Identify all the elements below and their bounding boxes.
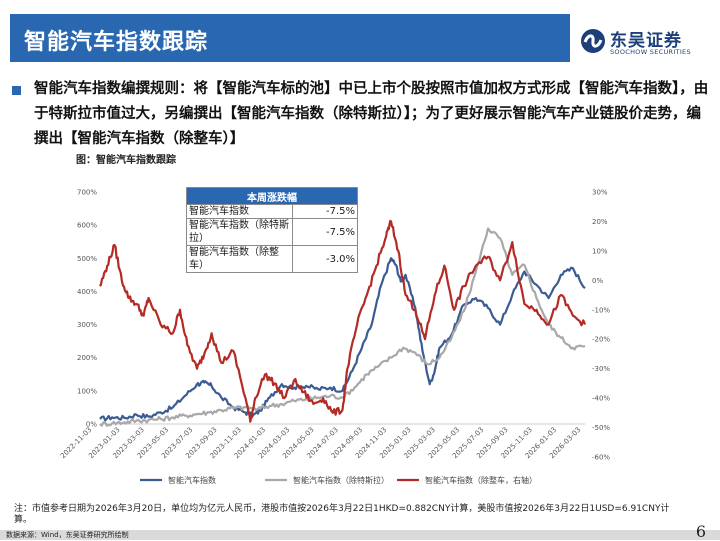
- right-axis-tick-label: 10%: [592, 247, 608, 255]
- left-axis-tick-label: 300%: [77, 321, 97, 329]
- right-axis-tick-label: -40%: [592, 395, 610, 403]
- index-name: 智能汽车指数: [186, 204, 293, 219]
- x-axis-ticks: 2022-11-032023-01-032023-03-032023-05-03…: [59, 426, 582, 460]
- right-axis-tick-label: 30%: [592, 189, 608, 197]
- table-row: 智能汽车指数 -7.5%: [186, 204, 358, 219]
- right-axis-tick-label: -20%: [592, 336, 610, 344]
- left-axis-tick-label: 500%: [77, 255, 97, 263]
- left-axis-tick-label: 700%: [77, 189, 97, 197]
- left-axis-tick-label: 100%: [77, 387, 97, 395]
- logo-subtext: SOOCHOW SECURITIES: [610, 48, 691, 56]
- index-change: -7.5%: [292, 204, 358, 219]
- table-row: 智能汽车指数（除特斯拉） -7.5%: [186, 218, 358, 246]
- series-layer: [99, 219, 587, 427]
- left-axis-tick-label: 200%: [77, 354, 97, 362]
- table-row: 智能汽车指数（除整车） -3.0%: [186, 245, 358, 273]
- left-axis-tick-label: 600%: [77, 222, 97, 230]
- soochow-logo-icon: [581, 29, 605, 53]
- left-axis-ticks: 0% 100% 200% 300% 400% 500% 600% 700%: [77, 189, 97, 429]
- index-change: -3.0%: [292, 245, 358, 273]
- bullet-square-icon: [12, 86, 21, 95]
- weekly-change-table: 本周涨跌幅 智能汽车指数 -7.5% 智能汽车指数（除特斯拉） -7.5% 智能…: [186, 187, 358, 273]
- index-change: -7.5%: [292, 218, 358, 246]
- right-axis-ticks: -60% -50% -40% -30% -20% -10% 0% 10% 20% 30%: [592, 189, 610, 462]
- source-bar: 数据来源：Wind，东吴证券研究所绘制: [0, 530, 720, 540]
- right-axis-tick-label: 0%: [592, 277, 603, 285]
- footnote: 注：市值参考日期为2026年3月20日，单位均为亿元人民币，港股市值按2026年…: [14, 504, 670, 525]
- legend-label: 智能汽车指数: [168, 475, 216, 485]
- right-axis-tick-label: 20%: [592, 218, 608, 226]
- right-axis-tick-label: -30%: [592, 365, 610, 373]
- index-name: 智能汽车指数（除特斯拉）: [186, 218, 293, 246]
- left-axis-tick-label: 0%: [86, 421, 97, 429]
- weekly-change-header: 本周涨跌幅: [186, 187, 358, 205]
- right-axis-tick-label: -10%: [592, 306, 610, 314]
- figure-caption: 图：智能汽车指数跟踪: [76, 155, 176, 166]
- series-line: [99, 257, 586, 422]
- series-line: [99, 219, 587, 423]
- legend: 智能汽车指数 智能汽车指数（除特斯拉） 智能汽车指数（除整车，右轴）: [140, 475, 537, 485]
- legend-label: 智能汽车指数（除特斯拉）: [293, 475, 389, 485]
- source-text: 数据来源：Wind，东吴证券研究所绘制: [6, 531, 129, 539]
- index-chart: 0%100%200%300%400%500%600%700% -60%-50%-…: [59, 189, 610, 486]
- left-axis-tick-label: 400%: [77, 288, 97, 296]
- series-line: [99, 227, 586, 427]
- logo-text: 东吴证券: [610, 31, 682, 51]
- title-bar: 智能汽车指数跟踪: [10, 14, 570, 62]
- index-name: 智能汽车指数（除整车）: [186, 245, 293, 273]
- legend-label: 智能汽车指数（除整车，右轴）: [425, 475, 537, 485]
- page-title: 智能汽车指数跟踪: [24, 30, 209, 55]
- right-axis-tick-label: -50%: [592, 424, 610, 432]
- right-axis-tick-label: -60%: [592, 454, 610, 462]
- logo: 东吴证券 SOOCHOW SECURITIES: [580, 22, 710, 62]
- rule-description: 智能汽车指数编撰规则：将【智能汽车标的池】中已上市个股按照市值加权方式形成【智能…: [34, 81, 709, 147]
- page-number: 6: [695, 522, 706, 541]
